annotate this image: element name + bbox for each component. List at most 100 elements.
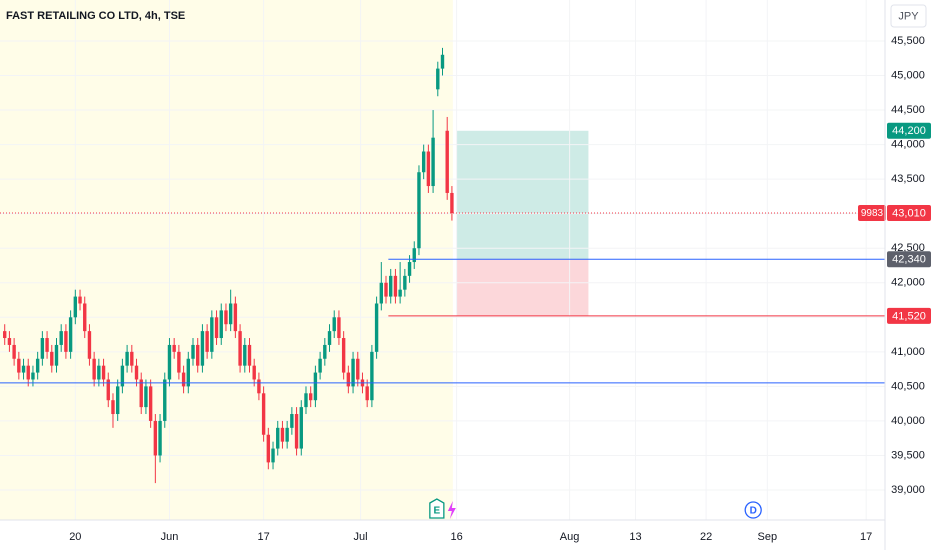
- candle-body: [3, 331, 7, 339]
- currency-label[interactable]: JPY: [898, 10, 919, 22]
- candle-body: [130, 351, 134, 366]
- candle-body: [450, 192, 454, 213]
- loss-zone: [456, 259, 589, 316]
- candle-body: [40, 338, 45, 359]
- price-label-box: [887, 122, 931, 139]
- candle-body: [243, 344, 247, 366]
- price-label-box: [887, 307, 931, 324]
- candle-body: [50, 351, 54, 366]
- candle-body: [403, 275, 407, 290]
- candle-body: [214, 317, 219, 339]
- event-label: D: [750, 506, 757, 517]
- candle-body: [163, 379, 167, 421]
- price-label: 44,200: [892, 125, 926, 137]
- candle-body: [398, 289, 402, 297]
- candle-body: [308, 393, 313, 401]
- candle-body: [421, 151, 426, 173]
- y-tick-label: 44,000: [891, 139, 925, 151]
- x-tick-label: 16: [450, 531, 462, 543]
- candle-body: [356, 358, 360, 380]
- x-tick-label: 13: [629, 531, 641, 543]
- candle-body: [238, 331, 242, 366]
- candle-body: [83, 303, 87, 332]
- candle-body: [167, 344, 172, 380]
- candle-body: [224, 310, 228, 325]
- candle-body: [101, 365, 106, 380]
- candle-body: [337, 317, 341, 339]
- candle-body: [12, 344, 16, 359]
- candle-body: [97, 365, 101, 380]
- x-tick-label: Jun: [161, 531, 179, 543]
- candle-body: [285, 427, 289, 442]
- candle-body: [445, 130, 449, 193]
- candle-body: [87, 331, 92, 359]
- overlay-layer: 44,200 42,340 41,520 43,010 9983 E D: [0, 122, 931, 519]
- candle-body: [431, 137, 435, 187]
- y-tick-label: 45,000: [891, 69, 925, 81]
- candle-body: [318, 358, 322, 373]
- chart-title: FAST RETAILING CO LTD, 4h, TSE: [6, 10, 185, 22]
- candle-body: [45, 338, 49, 352]
- candle-body: [115, 386, 120, 415]
- candle-body: [172, 344, 176, 352]
- candle-body: [351, 358, 355, 387]
- candle-body: [35, 358, 40, 373]
- last-price-box: [887, 204, 931, 221]
- x-tick-label: 17: [860, 531, 872, 543]
- symbol-label: 9983: [861, 208, 884, 219]
- candle-body: [370, 351, 374, 401]
- candle-body: [59, 331, 63, 345]
- candle-body: [271, 448, 275, 463]
- candle-body: [384, 282, 388, 297]
- candle-body: [139, 379, 143, 408]
- candle-body: [417, 172, 421, 249]
- candle-body: [379, 282, 384, 304]
- candle-body: [158, 420, 162, 456]
- candle-body: [205, 331, 209, 352]
- currency-button[interactable]: [890, 4, 927, 28]
- profit-zone: [456, 130, 589, 260]
- y-tick-label: 45,500: [891, 35, 925, 47]
- symbol-box: [858, 204, 886, 221]
- split-icon: [447, 501, 456, 519]
- candle-body: [233, 303, 238, 332]
- candle-body: [191, 344, 195, 359]
- candle-body: [31, 372, 35, 380]
- candle-body: [393, 275, 398, 297]
- candle-body: [327, 331, 332, 345]
- y-tick-label: 43,500: [891, 173, 925, 185]
- candle-body: [228, 303, 233, 325]
- candle-body: [276, 427, 280, 449]
- candle-body: [26, 365, 30, 380]
- candle-body: [346, 372, 351, 387]
- candle-body: [247, 344, 252, 366]
- candle-body: [106, 379, 110, 401]
- candle-body: [210, 317, 214, 352]
- candle-body: [181, 372, 186, 387]
- event-label: E: [434, 506, 441, 517]
- y-tick-label: 42,000: [891, 277, 925, 289]
- y-tick-label: 40,000: [891, 415, 925, 427]
- y-tick-label: 42,500: [891, 242, 925, 254]
- candle-body: [280, 427, 285, 442]
- candle-body: [92, 358, 96, 380]
- candle-body: [252, 365, 256, 380]
- candle-body: [323, 344, 327, 359]
- candle-body: [177, 351, 181, 373]
- price-label-box: [887, 251, 931, 268]
- x-tick-label: Sep: [758, 531, 778, 543]
- candle-body: [426, 151, 431, 187]
- y-tick-label: 39,500: [891, 449, 925, 461]
- candle-body: [407, 262, 412, 276]
- grid-layer: 39,00039,50040,00040,50041,00041,50042,0…: [0, 0, 925, 543]
- candle-body: [219, 310, 223, 339]
- candle-body: [290, 414, 294, 428]
- x-tick-label: 22: [700, 531, 712, 543]
- candle-body: [186, 358, 190, 387]
- candle-body: [68, 317, 73, 352]
- candle-body: [21, 365, 26, 373]
- candle-body: [78, 296, 82, 304]
- session-highlight: [0, 0, 453, 520]
